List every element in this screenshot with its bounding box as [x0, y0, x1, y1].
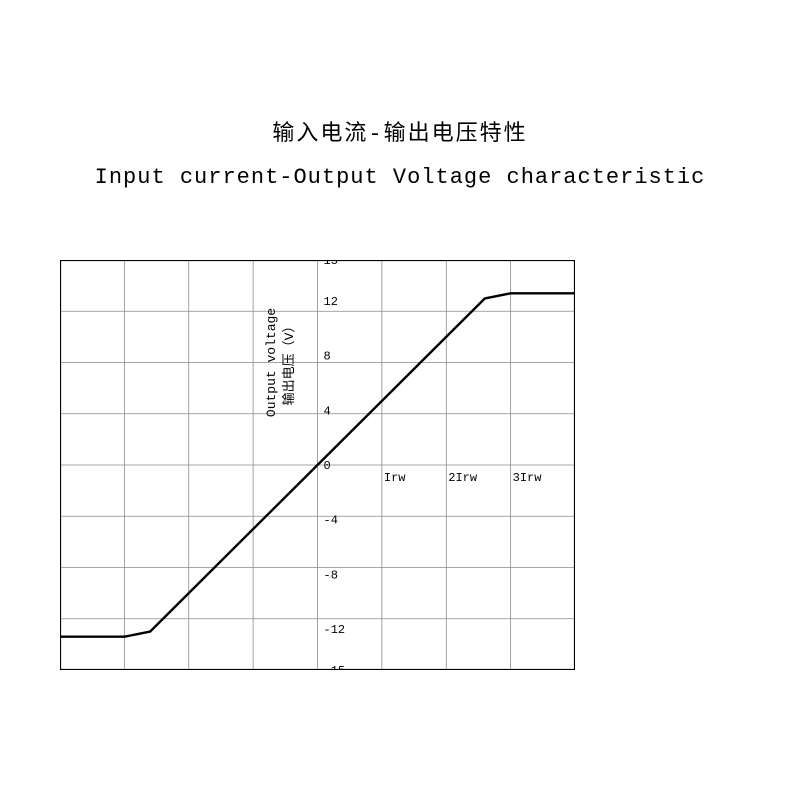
y-tick-label: -8 [324, 568, 338, 582]
y-tick-label: 8 [324, 350, 331, 364]
y-tick-label: 4 [324, 404, 331, 418]
x-tick-label: 2Irw [448, 471, 478, 485]
y-axis-label-en: Output voltage [264, 308, 279, 417]
chart-container: 15 12 8 4 0 -4 -8 -12 -15 Irw 2Irw 3Irw Output volta… [60, 260, 575, 675]
x-tick-label: 3Irw [513, 471, 543, 485]
chart-title-en: Input current-Output Voltage characteris… [0, 165, 800, 190]
chart-title-cn: 输入电流-输出电压特性 [0, 115, 800, 147]
y-axis-label-cn: 输出电压（V） [281, 320, 297, 406]
y-tick-label: 15 [324, 260, 338, 268]
chart-svg: 15 12 8 4 0 -4 -8 -12 -15 Irw 2Irw 3Irw Output volta… [60, 260, 575, 670]
x-tick-label: Irw [384, 471, 406, 485]
y-tick-label: -15 [324, 664, 346, 670]
y-tick-label: 12 [324, 295, 338, 309]
y-tick-label: -12 [324, 623, 346, 637]
page: 输入电流-输出电压特性 Input current-Output Voltage… [0, 0, 800, 800]
y-tick-label: -4 [324, 514, 338, 528]
y-tick-label: 0 [324, 459, 331, 473]
